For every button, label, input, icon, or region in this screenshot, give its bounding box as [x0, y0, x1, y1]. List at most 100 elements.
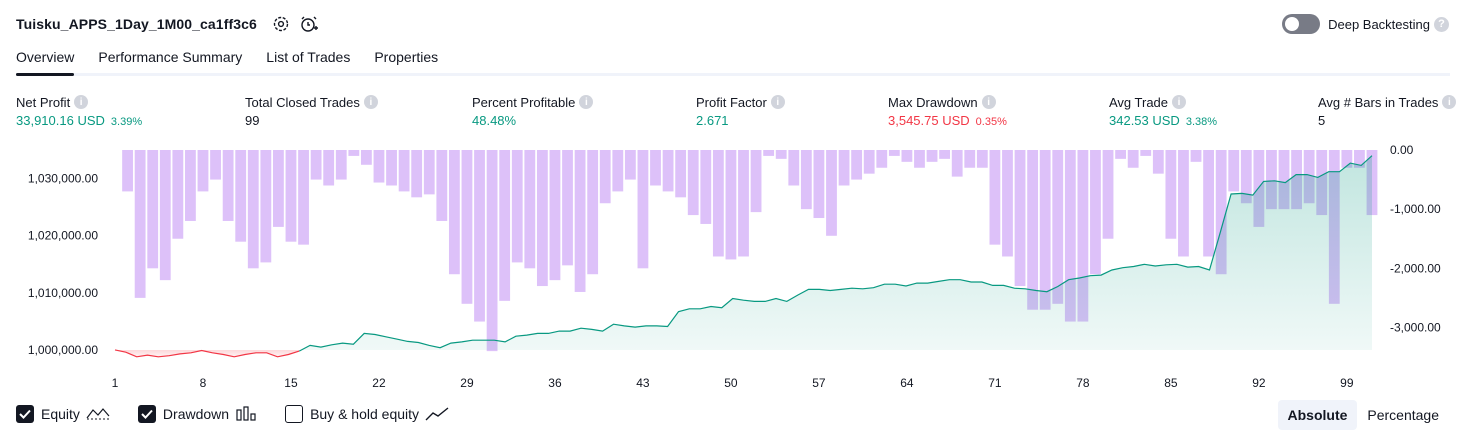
x-axis-tick: 29	[460, 376, 474, 390]
metric-label: Avg # Bars in Trades	[1318, 94, 1439, 110]
info-icon[interactable]: i	[1172, 95, 1187, 109]
drawdown-bar	[1178, 150, 1189, 257]
info-icon[interactable]: i	[1442, 95, 1457, 109]
drawdown-bar	[876, 150, 888, 168]
chart-legend: Equity Drawdown Buy & hold equity	[16, 403, 477, 425]
view-mode-toggle: Absolute Percentage	[1277, 400, 1450, 430]
drawdown-bar	[700, 150, 712, 224]
drawdown-bar	[1152, 150, 1164, 174]
drawdown-bar	[1039, 150, 1051, 310]
legend-equity[interactable]: Equity	[16, 405, 110, 423]
drawdown-bar	[122, 150, 133, 192]
info-icon[interactable]: i	[579, 95, 594, 109]
drawdown-bar	[687, 150, 699, 216]
x-axis-tick: 43	[636, 376, 650, 390]
drawdown-bar	[335, 150, 347, 180]
equity-drawdown-chart[interactable]: 1,000,000.00 1,010,000.00 1,020,000.00 1,03…	[0, 140, 1466, 400]
drawdown-bar	[901, 150, 913, 162]
metric-percent: 3.38%	[1185, 116, 1218, 128]
x-axis-tick: 15	[284, 376, 298, 390]
left-axis-tick: 1,030,000.00	[28, 172, 98, 186]
drawdown-bar	[1027, 150, 1039, 310]
drawdown-bar	[436, 150, 448, 221]
drawdown-bar	[474, 150, 485, 322]
drawdown-bar	[1127, 150, 1139, 168]
x-axis-tick: 85	[1164, 376, 1178, 390]
equity-area-positive	[299, 155, 1373, 352]
drawdown-bar	[398, 150, 410, 192]
metric-label: Net Profit	[16, 94, 71, 110]
drawdown-bar	[222, 150, 234, 221]
tab-properties[interactable]: Properties	[374, 49, 439, 65]
metric-label: Avg Trade	[1109, 94, 1169, 110]
settings-icon[interactable]	[271, 14, 291, 34]
info-icon[interactable]: i	[74, 95, 89, 109]
deep-backtesting-label: Deep Backtesting	[1328, 16, 1430, 32]
deep-backtesting-toggle[interactable]	[1282, 14, 1321, 34]
drawdown-bar	[574, 150, 586, 292]
equity-line-negative	[114, 349, 300, 358]
drawdown-bar	[826, 150, 837, 236]
drawdown-bar	[348, 150, 360, 156]
help-icon[interactable]: ?	[1434, 16, 1449, 32]
metric-avg-bars-in-trades: Avg # Bars in Trades i 5	[1318, 94, 1457, 129]
drawdown-bar	[851, 150, 863, 180]
legend-buy-hold-equity[interactable]: Buy & hold equity	[285, 405, 449, 423]
equity-line-icon	[86, 406, 110, 422]
drawdown-bar	[411, 150, 423, 198]
equity-line-positive	[298, 155, 1373, 352]
drawdown-bar	[423, 150, 435, 195]
info-icon[interactable]: i	[981, 95, 996, 109]
drawdown-bar	[951, 150, 963, 177]
drawdown-bar	[524, 150, 536, 269]
drawdown-bar	[1090, 150, 1101, 275]
drawdown-bar	[536, 150, 548, 287]
drawdown-bar	[1014, 150, 1026, 287]
drawdown-bar	[599, 150, 611, 204]
info-icon[interactable]: i	[770, 95, 785, 109]
drawdown-bar	[1354, 150, 1365, 168]
add-alert-icon[interactable]	[299, 14, 319, 34]
absolute-button[interactable]: Absolute	[1277, 400, 1358, 430]
drawdown-checkbox[interactable]	[137, 405, 156, 423]
drawdown-bar	[675, 150, 687, 198]
drawdown-bar	[926, 150, 938, 162]
drawdown-bar	[197, 150, 209, 192]
drawdown-bar	[712, 150, 724, 257]
x-axis-tick: 8	[200, 376, 207, 390]
right-axis-tick: 0.00	[1390, 143, 1414, 157]
tab-bar: Overview Performance Summary List of Tra…	[16, 46, 462, 76]
legend-label: Buy & hold equity	[310, 406, 420, 422]
drawdown-bar	[788, 150, 800, 186]
x-axis-tick: 1	[112, 376, 119, 390]
percentage-button[interactable]: Percentage	[1367, 407, 1439, 423]
drawdown-bar	[1266, 150, 1277, 210]
x-axis-tick: 36	[548, 376, 562, 390]
equity-checkbox[interactable]	[16, 405, 34, 423]
tab-performance-summary[interactable]: Performance Summary	[98, 49, 243, 65]
buy-hold-checkbox[interactable]	[285, 405, 304, 423]
drawdown-bar	[939, 150, 951, 159]
right-axis-tick: -2,000.00	[1390, 261, 1441, 275]
drawdown-bar	[838, 150, 850, 186]
tab-list-of-trades[interactable]: List of Trades	[266, 49, 351, 65]
drawdown-bar	[863, 150, 875, 174]
drawdown-bar	[1052, 150, 1064, 304]
metric-value: 3,545.75 USD	[888, 113, 970, 128]
tab-overview[interactable]: Overview	[16, 46, 75, 76]
drawdown-bar	[159, 150, 171, 281]
x-axis-tick: 57	[812, 376, 826, 390]
metric-avg-trade: Avg Trade i 342.53 USD 3.38%	[1109, 94, 1217, 129]
metric-percent: 3.39%	[110, 116, 143, 128]
legend-label: Equity	[41, 406, 80, 422]
info-icon[interactable]: i	[363, 95, 378, 109]
metric-percent-profitable: Percent Profitable i 48.48%	[472, 94, 594, 129]
x-axis-tick: 92	[1252, 376, 1266, 390]
x-axis-tick: 50	[724, 376, 738, 390]
toggle-knob	[1285, 17, 1300, 31]
drawdown-bar	[888, 150, 900, 156]
drawdown-bar	[549, 150, 561, 281]
metric-label: Percent Profitable	[472, 94, 576, 110]
legend-drawdown[interactable]: Drawdown	[137, 405, 257, 423]
drawdown-bar	[1140, 150, 1152, 156]
